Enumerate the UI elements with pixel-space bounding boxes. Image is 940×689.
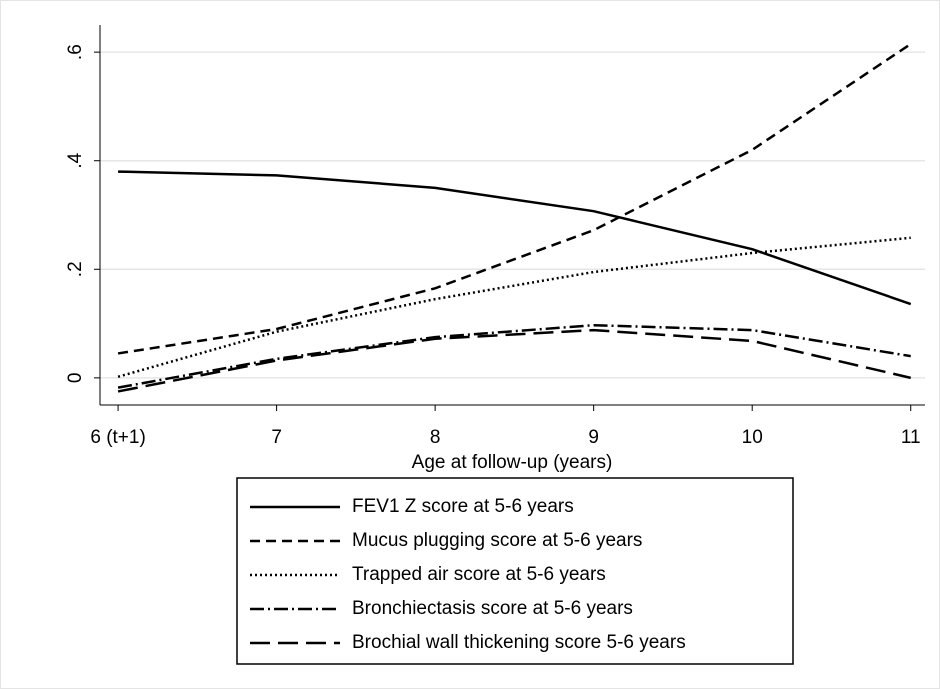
y-tick-label: .2 bbox=[65, 261, 86, 277]
y-tick-label: .4 bbox=[65, 152, 86, 168]
legend-label: Mucus plugging score at 5-6 years bbox=[352, 530, 642, 551]
x-tick-label: 9 bbox=[588, 427, 599, 448]
x-tick-label: 8 bbox=[430, 427, 441, 448]
x-tick-label: 7 bbox=[271, 427, 282, 448]
legend-box bbox=[236, 477, 794, 665]
legend-label: Brochial wall thickening score 5-6 years bbox=[352, 632, 686, 653]
series-line bbox=[117, 42, 912, 355]
y-tick-label: 0 bbox=[65, 373, 86, 384]
x-tick-label: 11 bbox=[901, 427, 921, 448]
series-line bbox=[118, 170, 912, 306]
x-axis-label: Age at follow-up (years) bbox=[412, 452, 613, 473]
series-line bbox=[117, 328, 912, 393]
x-tick-label: 10 bbox=[742, 427, 763, 448]
y-tick-label: .6 bbox=[65, 44, 86, 60]
x-tick-label: 6 (t+1) bbox=[90, 427, 145, 448]
legend-label: Bronchiectasis score at 5-6 years bbox=[352, 598, 633, 619]
legend-label: FEV1 Z score at 5-6 years bbox=[352, 496, 574, 517]
legend-label: Trapped air score at 5-6 years bbox=[352, 564, 606, 585]
